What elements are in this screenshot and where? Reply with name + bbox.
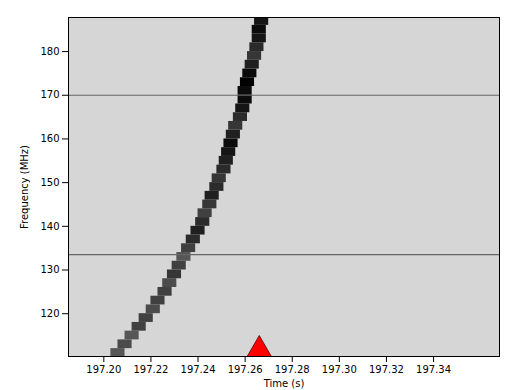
svg-text:197.22: 197.22 <box>133 364 168 375</box>
svg-text:197.28: 197.28 <box>275 364 310 375</box>
svg-text:Frequency (MHz): Frequency (MHz) <box>19 145 30 229</box>
svg-text:197.20: 197.20 <box>86 364 121 375</box>
svg-text:197.32: 197.32 <box>369 364 404 375</box>
svg-text:160: 160 <box>40 133 59 144</box>
svg-text:180: 180 <box>40 46 59 57</box>
svg-text:130: 130 <box>40 264 59 275</box>
svg-text:150: 150 <box>40 177 59 188</box>
svg-text:197.24: 197.24 <box>181 364 216 375</box>
svg-text:197.34: 197.34 <box>416 364 451 375</box>
svg-text:197.30: 197.30 <box>322 364 357 375</box>
svg-text:Time (s): Time (s) <box>263 378 305 389</box>
svg-text:170: 170 <box>40 89 59 100</box>
svg-text:140: 140 <box>40 221 59 232</box>
svg-text:197.26: 197.26 <box>228 364 263 375</box>
svg-text:120: 120 <box>40 308 59 319</box>
